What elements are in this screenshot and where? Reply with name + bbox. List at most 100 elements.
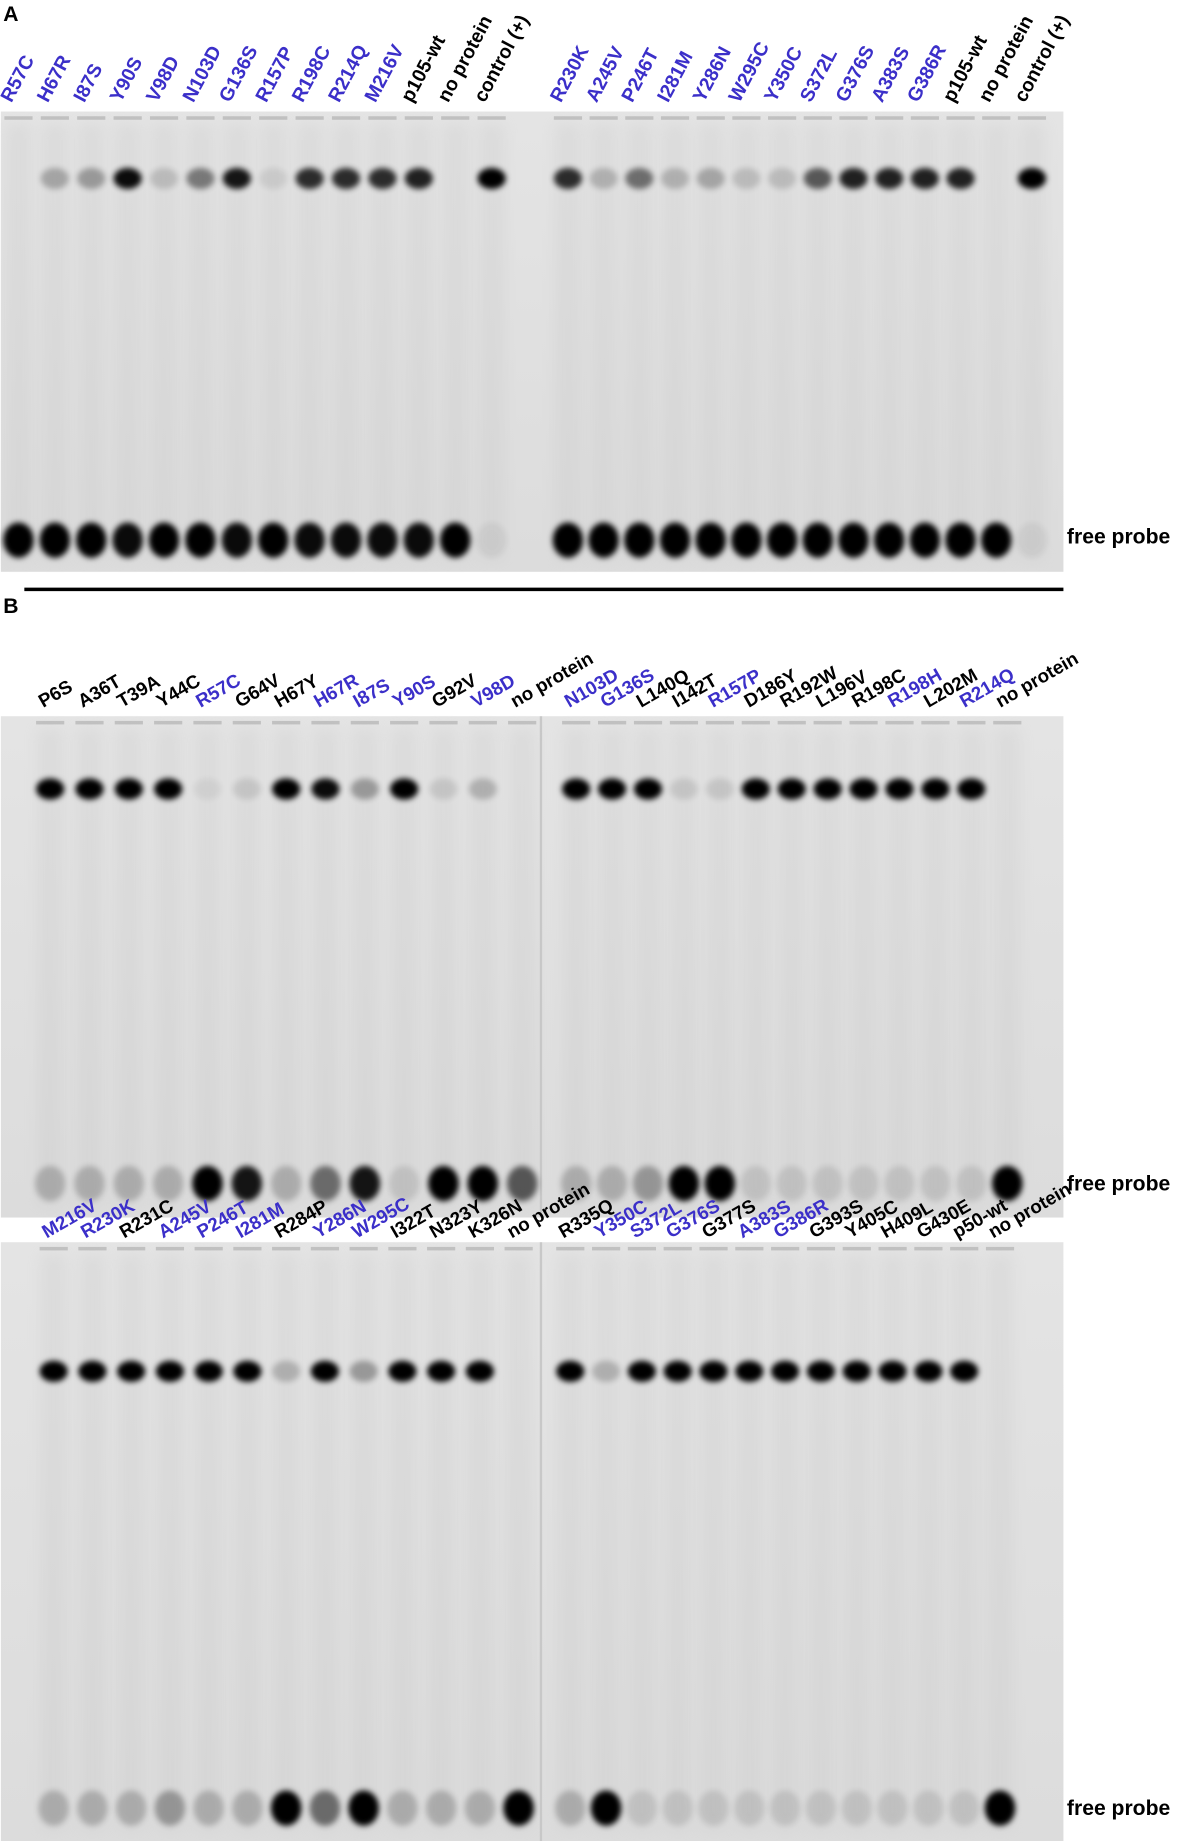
free-probe-band	[428, 1165, 459, 1202]
shifted-band	[113, 167, 142, 190]
lane-smear	[469, 727, 496, 1206]
shifted-band	[468, 778, 497, 800]
well	[946, 116, 975, 120]
shifted-band	[946, 167, 975, 190]
lane-smear	[983, 123, 1010, 561]
lane-smear	[700, 1253, 727, 1830]
shifted-band	[732, 167, 761, 190]
shifted-band	[914, 1360, 943, 1382]
free-probe-label: free probe	[1067, 1797, 1171, 1820]
lane-smear	[958, 727, 985, 1206]
free-probe-band	[77, 1790, 108, 1826]
free-probe-band	[920, 1165, 951, 1202]
lane-smear	[442, 123, 469, 561]
free-probe-band	[309, 1790, 341, 1826]
lane-smear	[234, 1253, 261, 1830]
shifted-band	[625, 167, 654, 190]
well	[404, 116, 433, 120]
shifted-band	[155, 1360, 185, 1382]
gel	[0, 1242, 1064, 1841]
well	[735, 1246, 764, 1251]
well	[504, 1246, 533, 1251]
well	[193, 720, 222, 725]
shifted-band	[465, 1360, 494, 1382]
free-probe-band	[884, 1165, 915, 1202]
free-probe-band	[662, 1790, 693, 1826]
lane-smear	[194, 727, 221, 1206]
well	[592, 1246, 621, 1251]
well	[957, 720, 986, 725]
shifted-band	[114, 778, 143, 800]
free-probe-band	[154, 1790, 186, 1826]
lane-smear	[78, 123, 105, 561]
well	[732, 116, 761, 120]
lane-smear	[629, 1253, 655, 1830]
free-probe-band	[913, 1790, 944, 1826]
shifted-band	[562, 778, 591, 800]
lane-smear	[590, 123, 617, 561]
well	[839, 116, 868, 120]
lane-smear	[505, 1253, 532, 1830]
well	[259, 116, 288, 120]
well	[468, 720, 497, 725]
shifted-band	[699, 1360, 728, 1382]
free-probe-band	[464, 1790, 496, 1826]
free-probe-band	[668, 1165, 700, 1202]
shifted-band	[477, 167, 506, 190]
free-probe-band	[257, 522, 289, 558]
free-probe-band	[367, 522, 398, 558]
well	[562, 720, 591, 725]
lane-smear	[840, 123, 867, 561]
lane-smear	[947, 123, 974, 561]
lane-smear	[557, 1253, 584, 1830]
shifted-band	[696, 167, 725, 190]
shifted-band	[950, 1360, 979, 1382]
shifted-band	[627, 1360, 657, 1382]
free-probe-band	[349, 1165, 381, 1202]
well	[113, 116, 142, 120]
lane-smear	[635, 727, 661, 1206]
free-probe-band	[231, 1165, 263, 1202]
shifted-band	[741, 778, 770, 800]
lane-label: P6S	[35, 676, 76, 712]
shifted-band	[36, 778, 65, 800]
shifted-band	[222, 167, 251, 190]
lane-smear	[662, 123, 688, 561]
lane-smear	[911, 123, 938, 561]
shifted-band	[849, 778, 878, 800]
well	[696, 116, 725, 120]
free-probe-label: free probe	[1067, 526, 1171, 549]
well	[155, 1246, 185, 1251]
well	[4, 116, 33, 120]
well	[427, 1246, 456, 1251]
well	[699, 1246, 728, 1251]
lane-smear	[155, 727, 182, 1206]
well	[388, 1246, 417, 1251]
well	[40, 116, 69, 120]
shifted-band	[885, 778, 914, 800]
well	[310, 1246, 339, 1251]
well	[553, 116, 583, 120]
free-probe-band	[838, 522, 869, 558]
lane-label: H67R	[33, 52, 76, 106]
panel-label: A	[3, 3, 18, 26]
shifted-band	[154, 778, 183, 800]
lane-smear	[466, 1253, 493, 1830]
shifted-band	[921, 778, 950, 800]
shifted-band	[768, 167, 797, 190]
lane-smear	[195, 1253, 222, 1830]
lane-smear	[333, 123, 359, 561]
lane-smear	[850, 727, 877, 1206]
free-probe-band	[270, 1165, 302, 1202]
shifted-band	[777, 778, 806, 800]
free-probe-band	[76, 522, 107, 558]
well	[429, 720, 458, 725]
gel	[0, 111, 1064, 572]
lane-smear	[886, 727, 913, 1206]
well	[186, 116, 215, 120]
shifted-band	[39, 1360, 68, 1382]
lane-smear	[233, 727, 260, 1206]
lane-smear	[389, 1253, 416, 1830]
well	[117, 1246, 146, 1251]
well	[806, 1246, 836, 1251]
